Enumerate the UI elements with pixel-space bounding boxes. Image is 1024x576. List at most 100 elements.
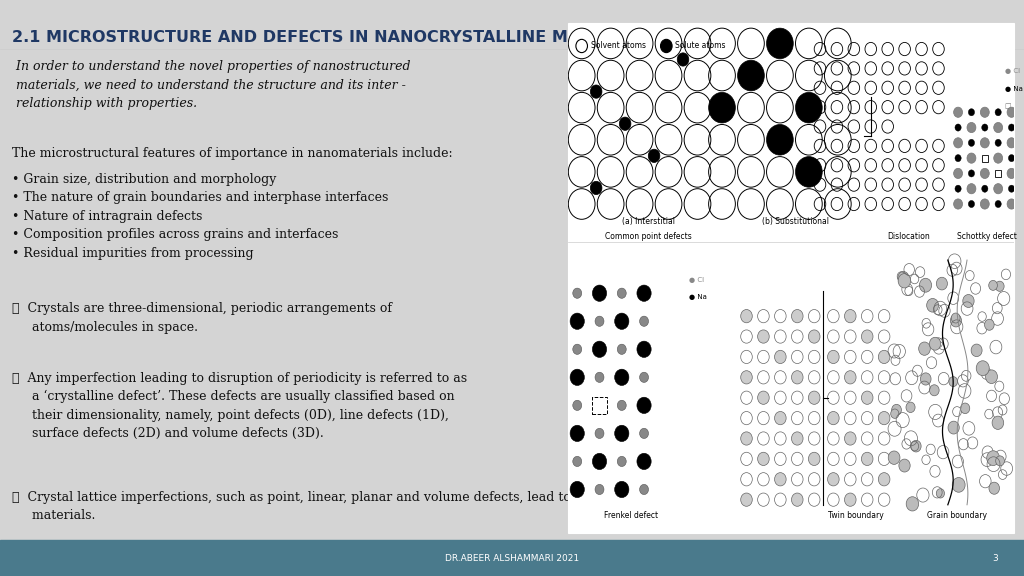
Circle shape (640, 429, 648, 438)
Text: 3: 3 (992, 554, 998, 563)
Circle shape (637, 397, 651, 414)
Text: Solute atoms: Solute atoms (675, 41, 726, 51)
Circle shape (906, 402, 915, 412)
Circle shape (660, 39, 672, 52)
Circle shape (980, 168, 989, 179)
Circle shape (637, 341, 651, 358)
Circle shape (861, 452, 873, 465)
Circle shape (982, 185, 988, 192)
Circle shape (845, 309, 856, 323)
Circle shape (951, 313, 961, 323)
Text: □: □ (1005, 103, 1012, 109)
Circle shape (963, 294, 974, 308)
Circle shape (845, 493, 856, 506)
Circle shape (614, 425, 629, 442)
Circle shape (774, 350, 786, 363)
Circle shape (595, 484, 604, 495)
Circle shape (595, 316, 604, 327)
Circle shape (591, 181, 602, 195)
Circle shape (985, 370, 997, 384)
Circle shape (827, 473, 839, 486)
Circle shape (898, 274, 910, 288)
Circle shape (936, 277, 947, 290)
Circle shape (774, 473, 786, 486)
Circle shape (950, 314, 962, 327)
Circle shape (930, 338, 941, 350)
Bar (0, 540, 1024, 576)
Circle shape (993, 123, 1002, 132)
Circle shape (1007, 168, 1016, 179)
Circle shape (888, 451, 900, 464)
Bar (592, 397, 606, 414)
Text: ● Cl: ● Cl (1005, 69, 1020, 74)
Circle shape (971, 344, 982, 357)
Circle shape (879, 411, 890, 425)
Circle shape (927, 298, 939, 312)
Circle shape (995, 139, 1001, 146)
Circle shape (592, 341, 606, 358)
Circle shape (953, 107, 963, 118)
Circle shape (879, 350, 890, 363)
Circle shape (980, 107, 989, 118)
Circle shape (955, 154, 962, 162)
Text: Frenkel defect: Frenkel defect (603, 511, 657, 520)
Circle shape (892, 404, 901, 415)
Circle shape (591, 85, 602, 98)
Circle shape (995, 200, 1001, 207)
Circle shape (614, 313, 629, 329)
Circle shape (936, 488, 944, 498)
Circle shape (1007, 138, 1016, 148)
Circle shape (891, 409, 899, 418)
Circle shape (758, 330, 769, 343)
Circle shape (899, 459, 910, 472)
Circle shape (808, 452, 820, 465)
Bar (568, 23, 1014, 533)
Circle shape (572, 400, 582, 411)
Circle shape (1009, 124, 1015, 131)
Circle shape (984, 319, 994, 330)
Circle shape (906, 497, 919, 511)
Circle shape (637, 453, 651, 469)
Circle shape (640, 316, 648, 327)
Circle shape (792, 309, 803, 323)
Text: Solvent atoms: Solvent atoms (591, 41, 645, 51)
Circle shape (987, 451, 999, 465)
Circle shape (767, 124, 794, 155)
Circle shape (677, 53, 689, 66)
Circle shape (640, 484, 648, 495)
Circle shape (967, 184, 976, 194)
Circle shape (572, 288, 582, 298)
Circle shape (952, 478, 965, 492)
Circle shape (637, 285, 651, 301)
Circle shape (808, 330, 820, 343)
Text: • Grain size, distribution and morphology
• The nature of grain boundaries and i: • Grain size, distribution and morpholog… (12, 173, 389, 260)
Circle shape (617, 400, 627, 411)
Circle shape (592, 285, 606, 301)
Circle shape (570, 482, 585, 498)
Text: Dislocation: Dislocation (888, 232, 931, 241)
Text: The microstructural features of importance in nanomaterials include:: The microstructural features of importan… (12, 147, 453, 160)
Circle shape (737, 60, 764, 91)
Circle shape (879, 473, 890, 486)
Circle shape (640, 372, 648, 382)
Circle shape (796, 92, 822, 123)
Circle shape (955, 185, 962, 192)
Circle shape (570, 369, 585, 385)
Circle shape (955, 124, 962, 131)
Circle shape (989, 482, 999, 494)
Circle shape (570, 425, 585, 442)
Circle shape (740, 309, 753, 323)
Circle shape (758, 452, 769, 465)
Circle shape (595, 372, 604, 382)
Circle shape (961, 403, 970, 414)
Circle shape (845, 371, 856, 384)
Text: 2.1 MICROSTRUCTURE AND DEFECTS IN NANOCRYSTALLINE MATERIALS: 2.1 MICROSTRUCTURE AND DEFECTS IN NANOCR… (12, 30, 653, 45)
Circle shape (827, 411, 839, 425)
Text: In order to understand the novel properties of nanostructured
 materials, we nee: In order to understand the novel propert… (12, 60, 411, 111)
Circle shape (969, 200, 975, 207)
Circle shape (767, 28, 794, 59)
Circle shape (614, 482, 629, 498)
Circle shape (992, 416, 1004, 430)
Text: ● Na: ● Na (1005, 86, 1023, 92)
Circle shape (709, 92, 735, 123)
